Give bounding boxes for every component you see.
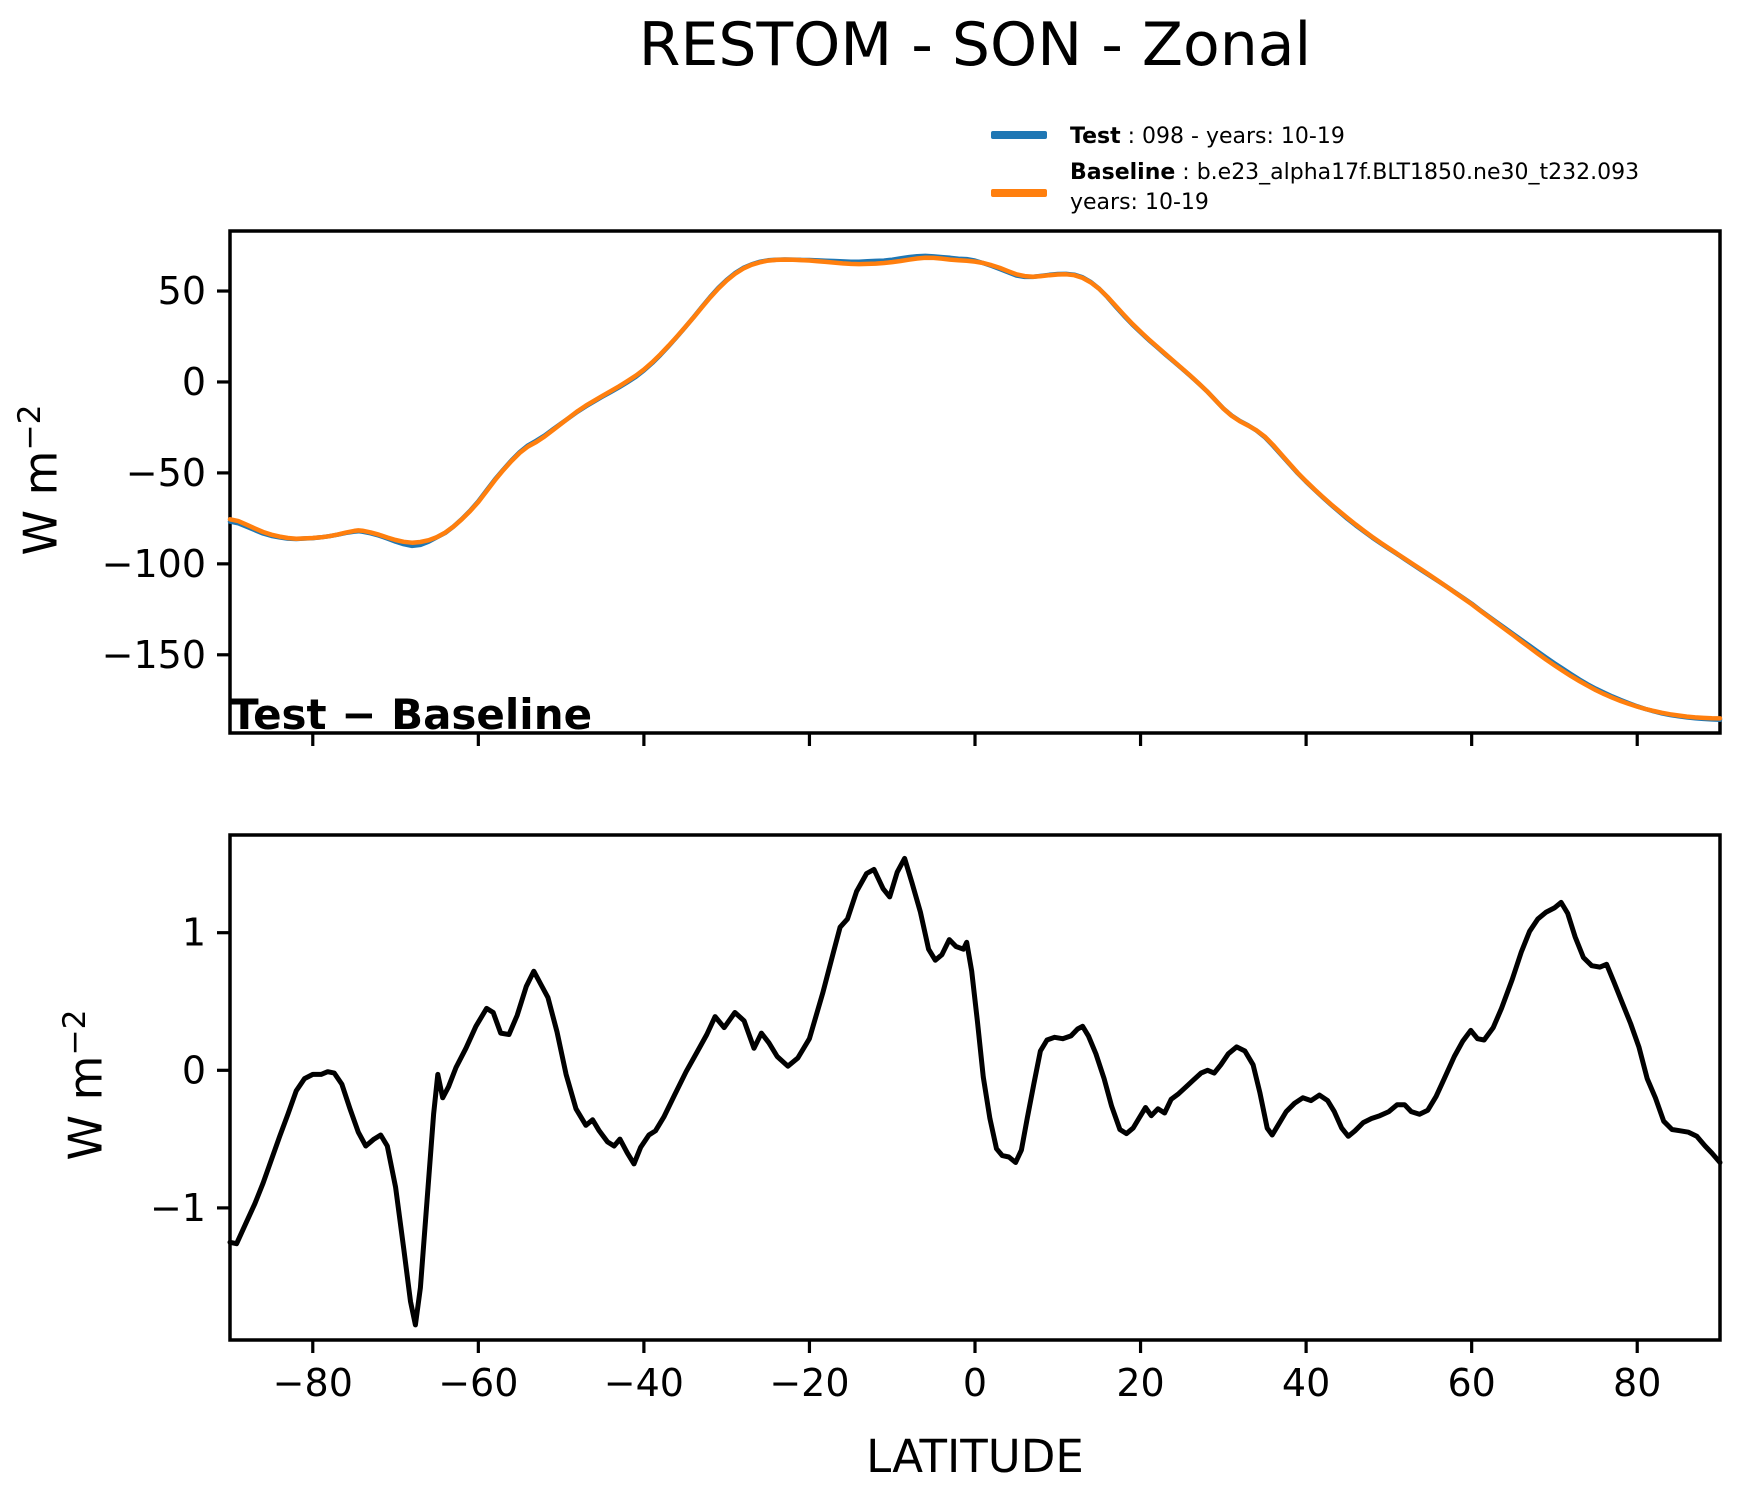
- legend-test-entry: Test : 098 - years: 10-19: [1070, 122, 1345, 152]
- bottom-plot-ylabel: W m−2: [57, 935, 113, 1235]
- bottom-plot-x-tick-label: −20: [769, 1361, 849, 1405]
- legend-baseline-desc: : b.e23_alpha17f.BLT1850.ne30_t232.093: [1175, 160, 1640, 185]
- bottom-plot-border: [228, 833, 1722, 1342]
- bottom-plot-x-tick-label: 20: [1116, 1361, 1164, 1405]
- bottom-ylabel-exponent: −2: [57, 1009, 93, 1056]
- top-ylabel-exponent: −2: [12, 404, 48, 451]
- legend-test-name: Test: [1070, 124, 1121, 149]
- top-plot-border: [228, 229, 1722, 735]
- top-ylabel-base: W m: [13, 450, 68, 556]
- legend-baseline-line2: years: 10-19: [1070, 190, 1209, 215]
- x-axis-label: LATITUDE: [866, 1430, 1084, 1483]
- legend-baseline-line1: Baseline : b.e23_alpha17f.BLT1850.ne30_t…: [1070, 158, 1639, 188]
- bottom-ylabel-base: W m: [58, 1055, 113, 1161]
- legend-test-desc: : 098 - years: 10-19: [1120, 124, 1345, 149]
- top-plot-y-tick-label: −150: [102, 633, 206, 677]
- legend-baseline-name: Baseline: [1070, 160, 1176, 185]
- top-plot-y-tick-label: −50: [126, 451, 206, 495]
- bottom-plot-y-tick-label: 1: [182, 911, 206, 955]
- bottom-plot-x-tick-label: 40: [1282, 1361, 1330, 1405]
- legend-test-line-swatch: [991, 131, 1047, 139]
- figure-title: RESTOM - SON - Zonal: [638, 10, 1312, 80]
- test-line: [227, 253, 1723, 722]
- difference-line: [227, 855, 1723, 1328]
- bottom-plot-y-tick-label: 0: [182, 1048, 206, 1092]
- legend-baseline-line-swatch: [991, 189, 1047, 197]
- bottom-plot-y-tick-label: −1: [150, 1186, 206, 1230]
- legend-baseline-entry: Baseline : b.e23_alpha17f.BLT1850.ne30_t…: [1070, 158, 1639, 218]
- bottom-plot-x-tick-label: 0: [963, 1361, 987, 1405]
- baseline-line: [227, 255, 1723, 721]
- bottom-plot-title: Test − Baseline: [230, 690, 593, 739]
- top-plot-y-tick-label: 0: [182, 360, 206, 404]
- bottom-plot-x-tick-label: −80: [273, 1361, 353, 1405]
- bottom-plot-x-tick-label: 60: [1447, 1361, 1495, 1405]
- top-plot-y-tick-label: 50: [158, 269, 206, 313]
- bottom-plot-x-tick-label: −40: [604, 1361, 684, 1405]
- top-plot-y-tick-label: −100: [102, 542, 206, 586]
- bottom-plot-x-tick-label: −60: [438, 1361, 518, 1405]
- bottom-plot-x-tick-label: 80: [1613, 1361, 1661, 1405]
- top-plot-ylabel: W m−2: [12, 330, 68, 630]
